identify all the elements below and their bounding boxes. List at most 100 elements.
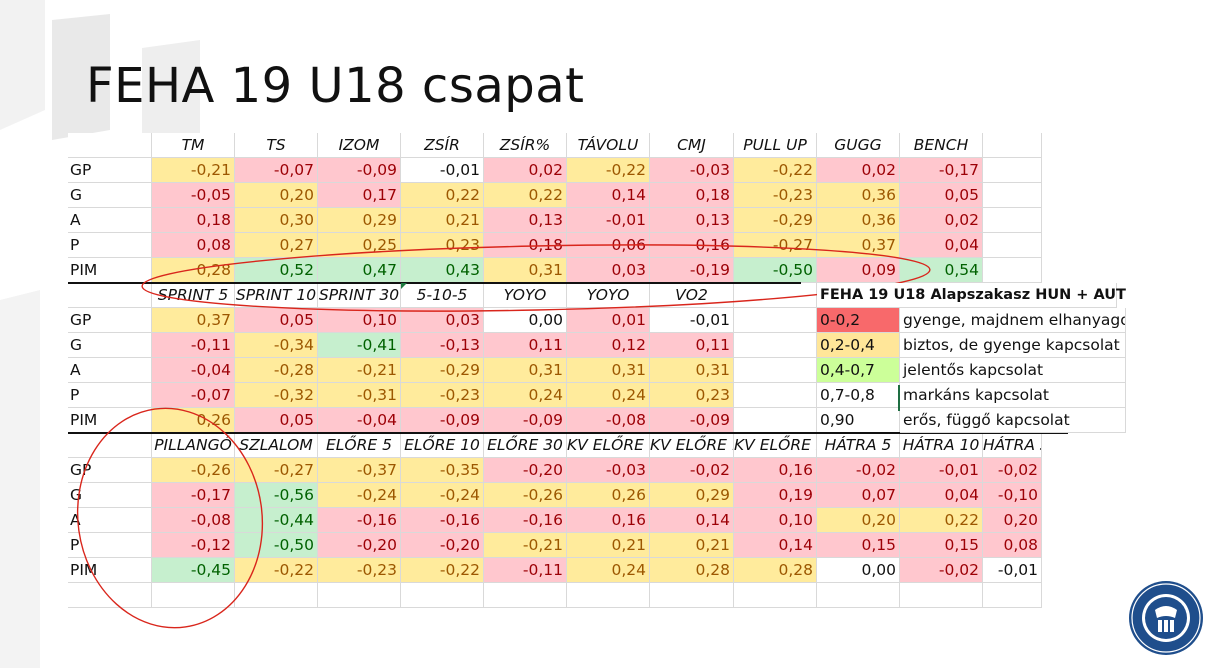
data-cell[interactable]: -0,09 — [401, 408, 484, 433]
column-header[interactable]: KV ELŐRE 5 — [567, 433, 650, 458]
data-cell[interactable]: 0,11 — [650, 333, 734, 358]
empty-cell[interactable] — [734, 283, 817, 308]
data-cell[interactable]: 0,37 — [817, 233, 900, 258]
data-cell[interactable]: 0,10 — [734, 508, 817, 533]
data-cell[interactable]: -0,09 — [484, 408, 567, 433]
empty-cell[interactable] — [983, 583, 1042, 608]
data-cell[interactable]: -0,28 — [235, 358, 318, 383]
row-label[interactable]: G — [68, 183, 152, 208]
data-cell[interactable]: 0,11 — [484, 333, 567, 358]
data-cell[interactable]: 0,21 — [567, 533, 650, 558]
data-cell[interactable]: 0,06 — [567, 233, 650, 258]
data-cell[interactable]: 0,14 — [567, 183, 650, 208]
data-cell[interactable]: -0,02 — [983, 458, 1042, 483]
corner-cell[interactable] — [68, 133, 152, 158]
data-cell[interactable]: 0,28 — [734, 558, 817, 583]
data-cell[interactable]: 0,01 — [567, 308, 650, 333]
data-cell[interactable]: -0,22 — [235, 558, 318, 583]
data-cell[interactable]: 0,31 — [484, 258, 567, 283]
data-cell[interactable]: 0,23 — [401, 233, 484, 258]
data-cell[interactable]: 0,22 — [484, 183, 567, 208]
data-cell[interactable]: -0,19 — [650, 258, 734, 283]
row-label[interactable]: A — [68, 208, 152, 233]
data-cell[interactable]: -0,01 — [650, 308, 734, 333]
empty-cell[interactable] — [68, 583, 152, 608]
data-cell[interactable]: 0,27 — [235, 233, 318, 258]
data-cell[interactable]: 0,14 — [734, 533, 817, 558]
legend-range[interactable]: 0,7-0,8 — [817, 383, 900, 408]
empty-cell[interactable] — [734, 408, 817, 433]
column-header[interactable]: ELŐRE 5 — [318, 433, 401, 458]
column-header[interactable]: ZSÍR% — [484, 133, 567, 158]
data-cell[interactable]: -0,13 — [401, 333, 484, 358]
column-header[interactable]: CMJ — [650, 133, 734, 158]
column-header[interactable]: PULL UP — [734, 133, 817, 158]
data-cell[interactable]: 0,02 — [484, 158, 567, 183]
data-cell[interactable]: 0,24 — [567, 558, 650, 583]
data-cell[interactable]: 0,29 — [318, 208, 401, 233]
data-cell[interactable]: 0,07 — [817, 483, 900, 508]
column-header[interactable]: GUGG — [817, 133, 900, 158]
data-cell[interactable]: 0,47 — [318, 258, 401, 283]
data-cell[interactable]: -0,01 — [567, 208, 650, 233]
data-cell[interactable]: -0,29 — [734, 208, 817, 233]
data-cell[interactable]: -0,20 — [401, 533, 484, 558]
empty-cell[interactable] — [983, 183, 1042, 208]
data-cell[interactable]: -0,20 — [318, 533, 401, 558]
row-label[interactable]: PIM — [68, 408, 152, 433]
column-header[interactable]: TS — [235, 133, 318, 158]
data-cell[interactable]: -0,22 — [401, 558, 484, 583]
data-cell[interactable]: -0,02 — [900, 558, 983, 583]
data-cell[interactable]: 0,26 — [152, 408, 235, 433]
data-cell[interactable]: 0,15 — [900, 533, 983, 558]
data-cell[interactable]: 0,13 — [650, 208, 734, 233]
data-cell[interactable]: -0,08 — [152, 508, 235, 533]
data-cell[interactable]: -0,21 — [484, 533, 567, 558]
data-cell[interactable]: -0,32 — [235, 383, 318, 408]
empty-cell[interactable] — [401, 583, 484, 608]
data-cell[interactable]: 0,19 — [734, 483, 817, 508]
data-cell[interactable]: 0,04 — [900, 483, 983, 508]
empty-cell[interactable] — [983, 133, 1042, 158]
row-label[interactable]: GP — [68, 458, 152, 483]
data-cell[interactable]: 0,08 — [152, 233, 235, 258]
data-cell[interactable]: 0,23 — [650, 383, 734, 408]
legend-title[interactable]: FEHA 19 U18 Alapszakasz HUN + AUT — [817, 283, 1126, 308]
data-cell[interactable]: -0,10 — [983, 483, 1042, 508]
data-cell[interactable]: -0,23 — [401, 383, 484, 408]
row-label[interactable]: P — [68, 233, 152, 258]
empty-cell[interactable] — [734, 583, 817, 608]
data-cell[interactable]: 0,18 — [650, 183, 734, 208]
data-cell[interactable]: 0,02 — [817, 158, 900, 183]
data-cell[interactable]: -0,26 — [152, 458, 235, 483]
data-cell[interactable]: 0,31 — [650, 358, 734, 383]
data-cell[interactable]: -0,17 — [152, 483, 235, 508]
column-header[interactable]: ZSÍR — [401, 133, 484, 158]
data-cell[interactable]: -0,26 — [484, 483, 567, 508]
empty-cell[interactable] — [734, 383, 817, 408]
empty-cell[interactable] — [734, 308, 817, 333]
data-cell[interactable]: -0,21 — [318, 358, 401, 383]
row-label[interactable]: PIM — [68, 258, 152, 283]
legend-description[interactable]: biztos, de gyenge kapcsolat — [900, 333, 1126, 358]
column-header[interactable]: SPRINT 30 — [318, 283, 401, 308]
data-cell[interactable]: -0,35 — [401, 458, 484, 483]
data-cell[interactable]: 0,04 — [900, 233, 983, 258]
data-cell[interactable]: 0,37 — [152, 308, 235, 333]
column-header[interactable]: ELŐRE 10 — [401, 433, 484, 458]
row-label[interactable]: P — [68, 383, 152, 408]
empty-cell[interactable] — [734, 333, 817, 358]
data-cell[interactable]: 0,29 — [650, 483, 734, 508]
data-cell[interactable]: 0,05 — [900, 183, 983, 208]
data-cell[interactable]: -0,11 — [152, 333, 235, 358]
column-header[interactable]: YOYO — [484, 283, 567, 308]
data-cell[interactable]: 0,02 — [900, 208, 983, 233]
column-header[interactable]: YOYO — [567, 283, 650, 308]
row-label[interactable]: GP — [68, 158, 152, 183]
empty-cell[interactable] — [318, 583, 401, 608]
data-cell[interactable]: 0,20 — [235, 183, 318, 208]
data-cell[interactable]: -0,44 — [235, 508, 318, 533]
data-cell[interactable]: -0,22 — [567, 158, 650, 183]
column-header[interactable]: TÁVOLU — [567, 133, 650, 158]
data-cell[interactable]: 0,09 — [817, 258, 900, 283]
